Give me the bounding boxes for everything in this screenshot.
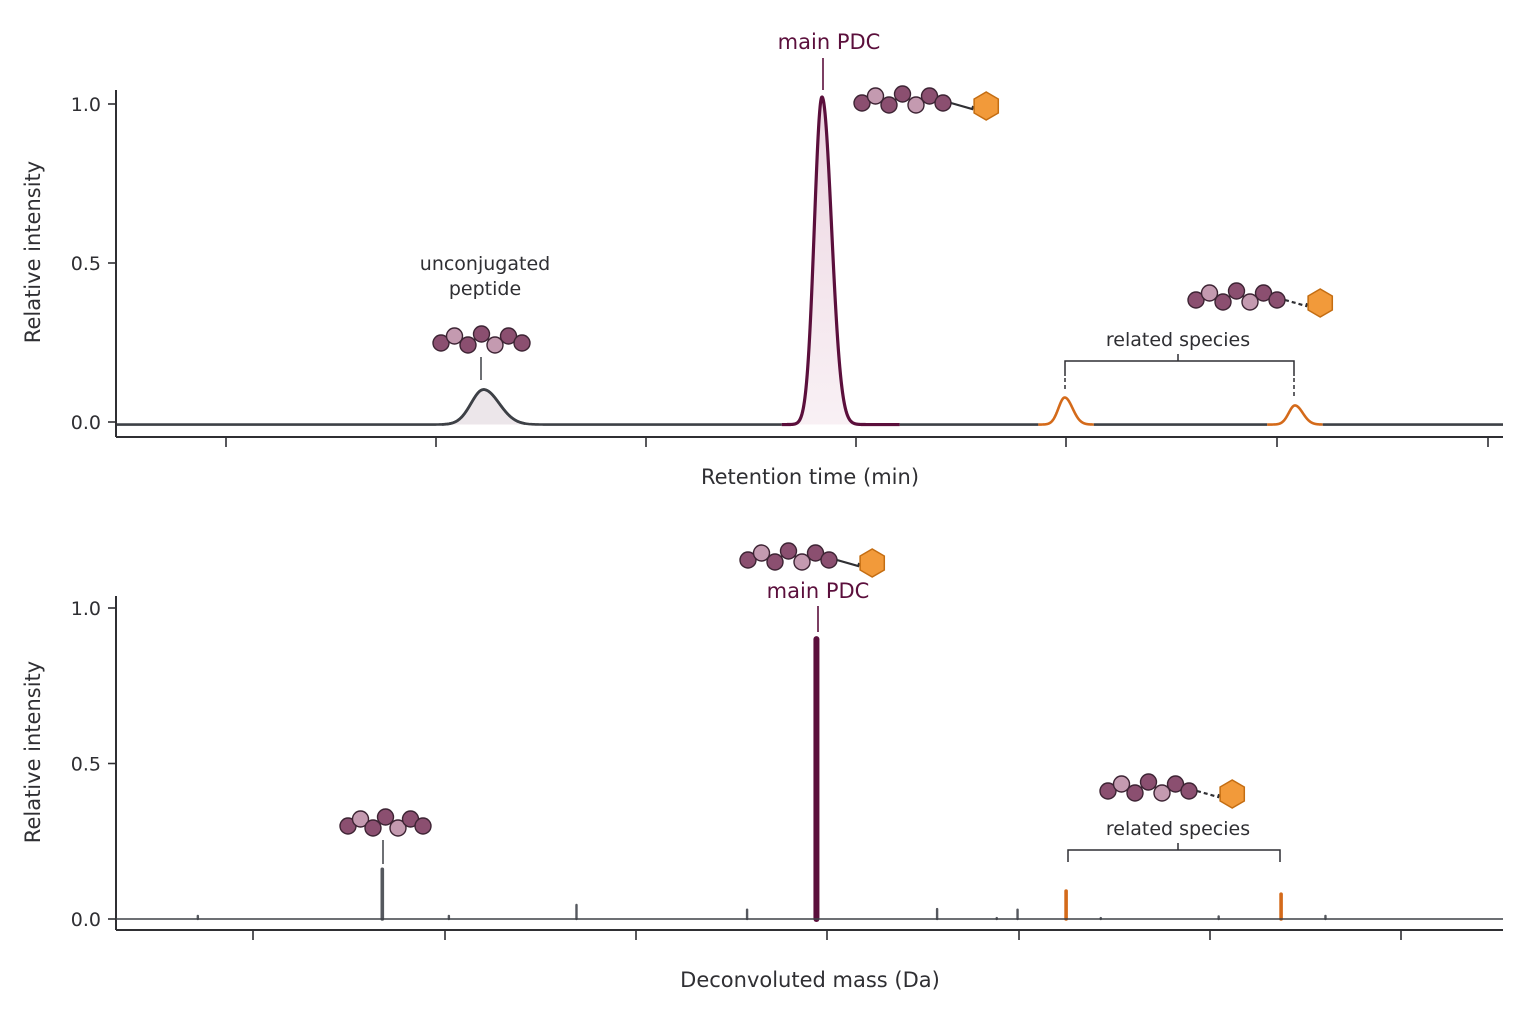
- mass-x-axis-title: Deconvoluted mass (Da): [680, 968, 940, 992]
- payload-hexagon-icon: [1307, 288, 1334, 318]
- chromatogram-related-species-label: related species: [1106, 329, 1250, 351]
- peptide-drug-conjugate-icon: [739, 542, 886, 578]
- peptide-chain-icon: [339, 808, 432, 837]
- chromatogram-panel: 0.0 0.5 1.0 Relative intensity Retention t…: [21, 30, 1504, 489]
- chromatogram-related-species-bracket: [1064, 354, 1295, 376]
- p1-y-tick-label: 1.0: [71, 94, 101, 116]
- mass-related-species-label: related species: [1106, 818, 1250, 840]
- mass-spectrum-panel: 0.0 0.5 1.0 Relative intensity Deconvolute…: [21, 542, 1503, 992]
- unconjugated-peptide-label-line2: peptide: [449, 278, 521, 300]
- p2-y-tick-label: 0.0: [71, 909, 101, 931]
- payload-hexagon-icon: [859, 548, 886, 578]
- peptide-drug-conjugate-icon: [853, 85, 1000, 121]
- peptide-drug-conjugate-icon: [1099, 773, 1246, 809]
- p1-y-tick-label: 0.0: [71, 412, 101, 434]
- main-pdc-peak-fill: [781, 97, 893, 425]
- unconjugated-peptide-peak: [441, 388, 526, 426]
- main-pdc-peak: [780, 95, 902, 427]
- p2-y-tick-label: 1.0: [71, 598, 101, 620]
- mass-main-pdc-label: main PDC: [767, 579, 870, 603]
- mass-y-axis-title: Relative intensity: [21, 661, 45, 843]
- related-species-peak-2: [1266, 404, 1324, 426]
- peptide-drug-conjugate-icon: [1187, 282, 1334, 318]
- payload-hexagon-icon: [1219, 779, 1246, 809]
- chromatogram-y-axis-title: Relative intensity: [21, 161, 45, 343]
- unconjugated-peak-fill: [441, 389, 526, 425]
- p1-y-tick-label: 0.5: [71, 253, 101, 275]
- chromatogram-main-pdc-label: main PDC: [778, 30, 881, 54]
- unconjugated-peptide-label-line1: unconjugated: [420, 253, 550, 275]
- mass-related-species-bracket: [1067, 843, 1281, 862]
- p2-y-tick-label: 0.5: [71, 754, 101, 776]
- chromatogram-x-axis-title: Retention time (min): [701, 465, 919, 489]
- mass-spectrum-axes: [115, 596, 1503, 931]
- peptide-chain-icon: [432, 325, 531, 354]
- payload-hexagon-icon: [973, 91, 1000, 121]
- chromatogram-trace-early: [116, 388, 782, 426]
- related-species-peak-1: [1037, 396, 1096, 426]
